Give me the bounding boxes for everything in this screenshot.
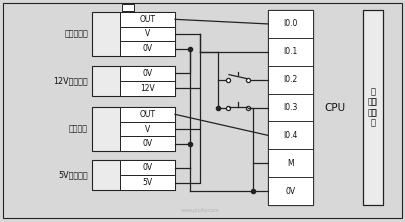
Text: M: M <box>287 159 294 168</box>
Text: CPU: CPU <box>324 103 345 113</box>
Text: 0V: 0V <box>143 139 153 148</box>
Bar <box>122 4 134 11</box>
Text: 12V: 12V <box>140 84 155 93</box>
Bar <box>120 107 175 122</box>
Bar <box>268 149 313 177</box>
Bar <box>268 121 313 149</box>
Text: 输出
电路: 输出 电路 <box>368 98 378 117</box>
Bar <box>120 12 175 27</box>
Text: 0V: 0V <box>143 44 153 53</box>
Bar <box>120 175 175 190</box>
Bar <box>268 93 313 121</box>
Bar <box>92 66 175 96</box>
Text: I0.0: I0.0 <box>284 20 298 28</box>
Text: V: V <box>145 30 150 38</box>
Text: OUT: OUT <box>139 15 156 24</box>
Bar <box>92 107 175 151</box>
Text: V: V <box>145 125 150 133</box>
Bar <box>268 10 313 205</box>
Bar <box>363 10 383 205</box>
Bar <box>92 160 175 190</box>
Bar <box>120 160 175 175</box>
Text: 5V: 5V <box>143 178 153 187</box>
Text: 0V: 0V <box>286 186 296 196</box>
Bar <box>120 41 175 56</box>
Bar <box>92 12 175 56</box>
Text: 接近开关: 接近开关 <box>69 125 88 133</box>
Text: 12V直流电源: 12V直流电源 <box>53 77 88 85</box>
Text: I0.2: I0.2 <box>284 75 298 84</box>
Bar <box>268 177 313 205</box>
Bar <box>268 10 313 38</box>
Text: I0.4: I0.4 <box>284 131 298 140</box>
Text: I0.1: I0.1 <box>284 47 298 56</box>
Bar <box>120 122 175 136</box>
Bar <box>120 27 175 41</box>
Text: 0V: 0V <box>143 69 153 78</box>
Bar <box>120 66 175 81</box>
Text: www.plcdiy.com: www.plcdiy.com <box>181 208 220 212</box>
Bar <box>120 81 175 96</box>
Text: 光电编码器: 光电编码器 <box>64 30 88 38</box>
Text: 0V: 0V <box>143 163 153 172</box>
Text: 输
出
电
路: 输 出 电 路 <box>371 87 375 128</box>
Bar <box>268 38 313 66</box>
Text: 5V直流电源: 5V直流电源 <box>58 170 88 180</box>
Text: I0.3: I0.3 <box>284 103 298 112</box>
Text: OUT: OUT <box>139 110 156 119</box>
Bar <box>268 66 313 93</box>
Bar <box>120 136 175 151</box>
